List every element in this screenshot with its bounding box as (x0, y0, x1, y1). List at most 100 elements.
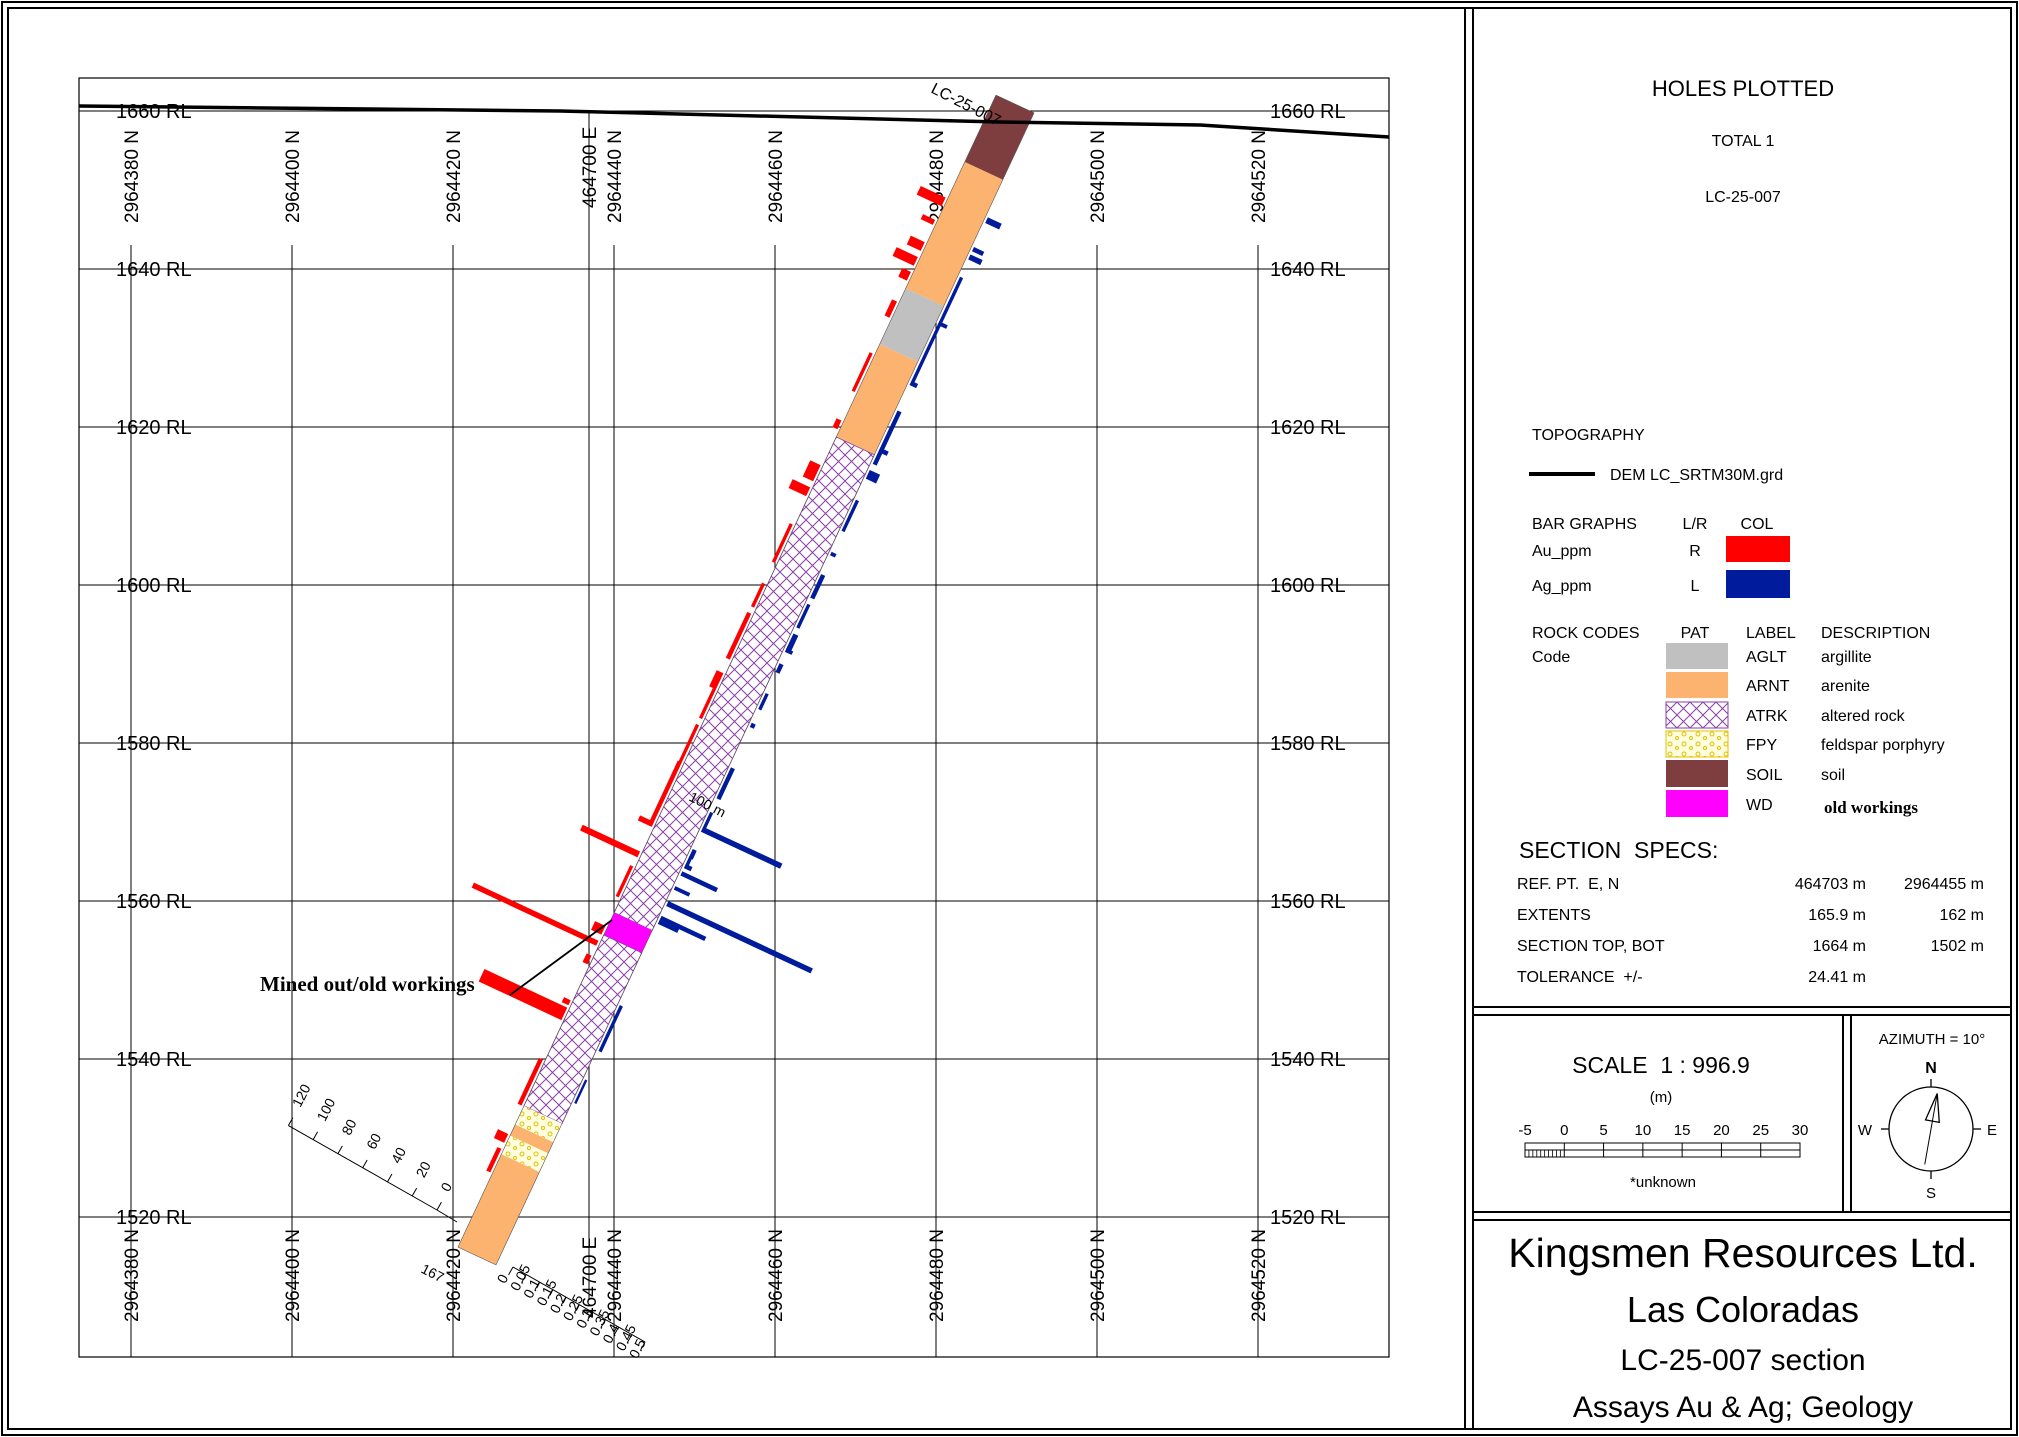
au-bar (892, 247, 918, 266)
spec-extents-2: 162 m (1940, 907, 1984, 924)
compass-w: W (1858, 1122, 1873, 1139)
au-bar (802, 460, 821, 482)
rock-swatch-atrk (1665, 701, 1729, 729)
rock-label-soil: SOIL (1746, 767, 1783, 784)
northing-label-bottom: 2964480 N (927, 1229, 948, 1322)
ag-bar (909, 380, 919, 389)
rl-label-left: 1520 RL (116, 1207, 192, 1229)
ag-bar (673, 886, 691, 897)
scale-bar-label: 0 (1560, 1122, 1568, 1139)
ag-bar (829, 551, 837, 558)
au-scale-tick (640, 1341, 646, 1351)
scale-unit: (m) (1650, 1089, 1673, 1106)
au-bar (906, 235, 925, 251)
rl-label-left: 1580 RL (116, 733, 192, 755)
scale-note: *unknown (1630, 1174, 1696, 1191)
ag-bar (796, 603, 811, 629)
rock-codes-pat: PAT (1681, 625, 1710, 642)
bar-graphs-title: BAR GRAPHS (1532, 516, 1637, 533)
northing-label-top: 2964500 N (1088, 130, 1109, 223)
rock-codes-code: Code (1532, 649, 1570, 666)
northing-label-top: 2964380 N (122, 130, 143, 223)
ag-scale-tick (312, 1131, 319, 1140)
bar-graphs-col-header: COL (1741, 516, 1774, 533)
grid-lines (79, 110, 1389, 1357)
rock-swatch-soil (1666, 760, 1728, 787)
au-bar (493, 1129, 509, 1143)
rock-desc-soil: soil (1821, 767, 1845, 784)
rock-swatch-arnt (1666, 672, 1728, 698)
north-arrow-icon (1881, 1079, 1981, 1179)
bar-graphs-side-header: L/R (1683, 516, 1708, 533)
bar-au-side: R (1689, 543, 1701, 560)
ag-bar (598, 1005, 623, 1053)
annotation-leader (509, 919, 613, 996)
au-bar (615, 865, 634, 898)
ag-bar (784, 648, 794, 655)
au-bar-graph (471, 185, 946, 1173)
ag-scale-tick-label: 100 (313, 1095, 338, 1123)
spec-refpt-n: 2964455 m (1904, 876, 1984, 893)
northing-label-bottom: 2964420 N (444, 1229, 465, 1322)
au-scale-tick (600, 1319, 606, 1328)
spec-tolerance: 24.41 m (1808, 969, 1866, 986)
hole-outline (457, 94, 1035, 1266)
lithology-arnt (510, 1124, 554, 1154)
scale-bar-label: 25 (1752, 1122, 1769, 1139)
northing-label-top: 2964520 N (1249, 130, 1270, 223)
northing-label-bottom: 2964460 N (766, 1229, 787, 1322)
project-name: Las Coloradas (1627, 1289, 1859, 1330)
ag-bar (775, 663, 784, 674)
au-bar (832, 418, 842, 430)
mined-out-annotation: Mined out/old workings (260, 972, 475, 996)
lithology-fpy (515, 1105, 562, 1143)
au-scale-tick-label: 0.4 (599, 1321, 622, 1346)
rl-label-right: 1540 RL (1270, 1049, 1346, 1071)
ag-bar-graph (574, 217, 1002, 1105)
spec-topbot-label: SECTION TOP, BOT (1517, 938, 1665, 955)
rl-label-right: 1640 RL (1270, 259, 1346, 281)
bar-au-swatch (1726, 536, 1790, 562)
ag-scale-tick-label: 20 (413, 1159, 434, 1180)
spec-top: 1664 m (1813, 938, 1866, 955)
compass-s: S (1926, 1185, 1936, 1202)
au-bar (851, 352, 873, 393)
au-scale-tick-label: 0.2 (546, 1291, 569, 1316)
drill-hole-lc-25-007 (457, 94, 1035, 1266)
lithology-wd (603, 912, 653, 953)
northing-label-bottom: 2964520 N (1249, 1229, 1270, 1322)
lithology-arnt (905, 162, 1003, 307)
ag-bar (810, 574, 826, 600)
lithology-atrk (613, 436, 875, 931)
rock-label-arnt: ARNT (1746, 678, 1790, 695)
au-bar (771, 523, 793, 564)
rl-label-left: 1660 RL (116, 101, 192, 123)
scale-bar-label: 15 (1674, 1122, 1691, 1139)
ag-scale-tick (362, 1159, 368, 1169)
section-specs-title: SECTION SPECS: (1519, 837, 1718, 863)
ag-bar (683, 863, 693, 872)
rock-desc-wd: old workings (1824, 798, 1918, 817)
ag-bar (841, 499, 860, 533)
spec-extents-label: EXTENTS (1517, 907, 1591, 924)
au-scale-tick (508, 1266, 514, 1276)
lithology-arnt (457, 1154, 540, 1265)
rl-label-right: 1580 RL (1270, 733, 1346, 755)
northing-label-top: 2964420 N (444, 130, 465, 223)
rock-codes-label: LABEL (1746, 625, 1796, 642)
au-bar (916, 185, 946, 207)
spec-extents-1: 165.9 m (1808, 907, 1866, 924)
au-bar (788, 479, 811, 497)
rl-label-left: 1600 RL (116, 575, 192, 597)
ag-bar (716, 767, 735, 801)
holes-id: LC-25-007 (1705, 189, 1781, 206)
compass-e: E (1987, 1122, 1997, 1139)
rock-label-atrk: ATRK (1746, 708, 1788, 725)
rl-label-left: 1560 RL (116, 891, 192, 913)
au-scale-tick (613, 1326, 620, 1336)
au-scale-tick-label: 0.5 (626, 1336, 649, 1361)
au-scale-tick (534, 1281, 540, 1291)
ag-scale-tick (411, 1187, 418, 1197)
rock-label-aglt: AGLT (1746, 649, 1787, 666)
